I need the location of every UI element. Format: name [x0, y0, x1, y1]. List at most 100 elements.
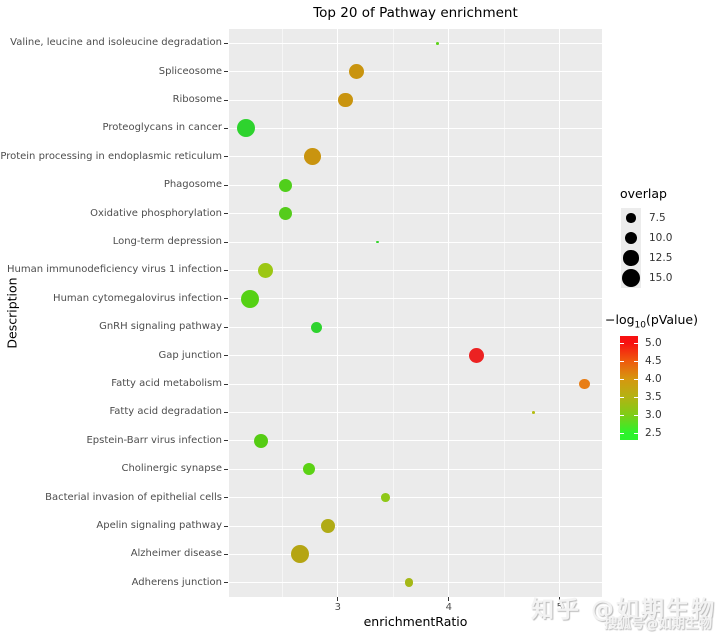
x-axis-tick: [559, 597, 561, 601]
size-legend-label: 12.5: [649, 252, 673, 264]
gridline-horizontal: [229, 241, 602, 243]
colorbar-gradient: [620, 336, 638, 440]
gridline-horizontal: [229, 99, 602, 101]
size-legend-label: 10.0: [649, 232, 673, 244]
data-point: [302, 463, 315, 476]
x-axis-tick: [448, 597, 450, 601]
data-point: [291, 545, 310, 564]
x-axis-tick-label: 4: [445, 602, 452, 613]
y-axis-tick: [224, 241, 228, 243]
size-legend-dot: [622, 269, 640, 287]
size-legend-key: [621, 248, 641, 268]
colorbar-tick-label: 3.0: [645, 409, 662, 421]
y-axis-tick: [224, 497, 228, 499]
y-axis-label: Apelin signaling pathway: [96, 520, 222, 531]
gridline-horizontal: [229, 553, 602, 555]
data-point: [278, 178, 293, 192]
colorbar-tick-label: 2.5: [645, 427, 662, 439]
y-axis-label: Phagosome: [163, 179, 222, 191]
y-axis-tick: [224, 355, 228, 357]
gridline-vertical-major: [337, 29, 339, 597]
size-legend-title: overlap: [620, 186, 667, 201]
gridline-vertical-minor: [503, 29, 505, 597]
colorbar-tick-label: 4.0: [645, 373, 662, 385]
y-axis-label: Gap junction: [158, 349, 222, 361]
y-axis-label: Epstein-Barr virus infection: [86, 434, 222, 446]
y-axis-tick: [224, 71, 228, 73]
y-axis-tick: [224, 127, 228, 129]
gridline-vertical-minor: [281, 29, 283, 597]
colorbar-tick: [620, 396, 624, 398]
colorbar-tick: [634, 432, 638, 434]
y-axis-tick: [224, 383, 228, 385]
plot-panel: [229, 29, 602, 597]
gridline-horizontal: [229, 468, 602, 470]
size-legend-dot: [624, 231, 638, 245]
colorbar-tick: [620, 378, 624, 380]
y-axis-label: Cholinergic synapse: [121, 463, 222, 475]
y-axis-tick: [224, 326, 228, 328]
colorbar-tick-label: 3.5: [645, 391, 662, 403]
data-point: [311, 321, 323, 333]
y-axis-label: Valine, leucine and isoleucine degradati…: [10, 37, 222, 49]
y-axis-tick: [224, 99, 228, 101]
colorbar-tick-label: 4.5: [645, 355, 662, 367]
gridline-horizontal: [229, 440, 602, 442]
size-legend-dot: [626, 213, 636, 223]
y-axis-tick: [224, 298, 228, 300]
y-axis-tick: [224, 156, 228, 158]
colorbar-tick: [634, 414, 638, 416]
gridline-horizontal: [229, 213, 602, 215]
data-point: [531, 410, 535, 414]
y-axis-label: Fatty acid degradation: [109, 406, 222, 418]
gridline-vertical-minor: [392, 29, 394, 597]
size-legend-key: [621, 268, 641, 288]
colorbar-title-suffix: (pValue): [645, 312, 698, 327]
y-axis-label: Protein processing in endoplasmic reticu…: [0, 150, 222, 162]
gridline-horizontal: [229, 326, 602, 328]
y-axis-tick: [224, 553, 228, 555]
size-legend-label: 7.5: [649, 212, 666, 224]
data-point: [236, 119, 255, 138]
data-point: [278, 206, 293, 221]
y-axis-tick: [224, 411, 228, 413]
colorbar-title-prefix: −log: [605, 312, 635, 327]
y-axis-label: Adherens junction: [131, 576, 222, 588]
watermark-souhu: 搜狐号@如期生物: [604, 616, 712, 632]
y-axis-tick: [224, 42, 228, 44]
data-point: [376, 240, 380, 244]
size-legend-key: [621, 208, 641, 228]
y-axis-label: Human cytomegalovirus infection: [53, 292, 222, 304]
y-axis-tick: [224, 525, 228, 527]
data-point: [436, 41, 440, 45]
y-axis-label: Ribosome: [172, 94, 222, 105]
gridline-vertical-major: [559, 29, 561, 597]
y-axis-tick: [224, 468, 228, 470]
colorbar-tick: [620, 360, 624, 362]
y-axis-label: Long-term depression: [112, 236, 222, 247]
x-axis-tick: [337, 597, 339, 601]
x-axis-title: enrichmentRatio: [363, 614, 468, 629]
gridline-horizontal: [229, 127, 602, 129]
y-axis-label: Human immunodeficiency virus 1 infection: [7, 264, 222, 276]
y-axis-tick: [224, 582, 228, 584]
colorbar-legend-title: −log10(pValue): [605, 312, 698, 331]
colorbar-tick: [620, 342, 624, 344]
gridline-horizontal: [229, 269, 602, 271]
data-point: [338, 92, 353, 108]
gridline-horizontal: [229, 497, 602, 499]
x-axis-tick-label: 3: [334, 602, 341, 613]
data-point: [320, 518, 336, 534]
gridline-horizontal: [229, 184, 602, 186]
gridline-horizontal: [229, 383, 602, 385]
data-point: [303, 148, 321, 166]
data-point: [468, 347, 485, 364]
data-point: [348, 63, 365, 80]
y-axis-tick: [224, 440, 228, 442]
gridline-horizontal: [229, 525, 602, 527]
gridline-horizontal: [229, 42, 602, 44]
colorbar-tick-label: 5.0: [645, 337, 662, 349]
size-legend-label: 15.0: [649, 272, 673, 284]
gridline-horizontal: [229, 298, 602, 300]
colorbar-tick: [634, 378, 638, 380]
